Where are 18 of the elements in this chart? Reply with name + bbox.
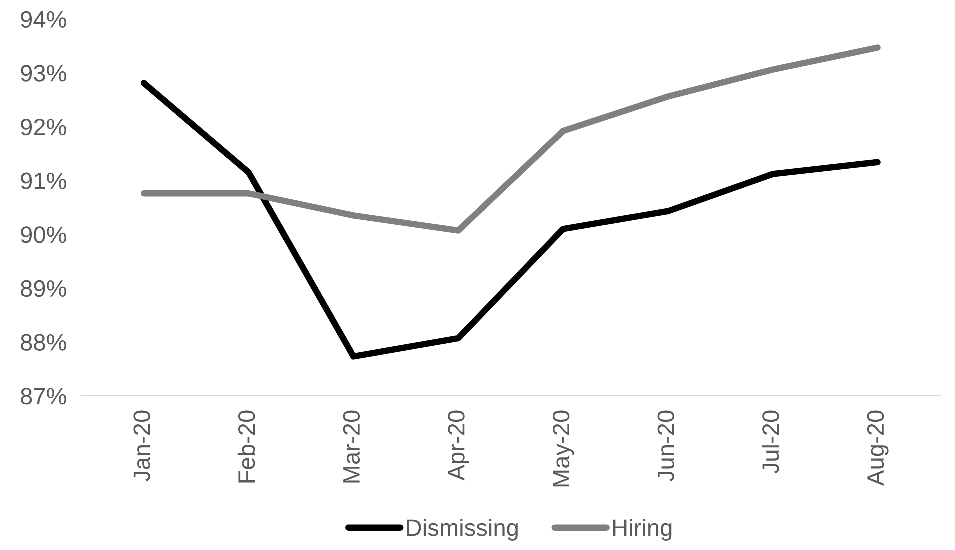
legend-label: Hiring — [613, 518, 672, 541]
x-tick-label: Aug-20 — [867, 410, 889, 486]
x-tick-label: Feb-20 — [238, 410, 256, 483]
y-tick-label: 88% — [21, 334, 66, 351]
x-tick-label: Jun-20 — [658, 410, 674, 482]
y-tick-label: 92% — [21, 118, 66, 136]
y-tick-label: 94% — [21, 11, 66, 28]
y-tick-label: 91% — [21, 172, 66, 190]
x-tick-label: Jul-20 — [762, 410, 780, 474]
x-tick-label: Mar-20 — [343, 410, 360, 483]
x-tick-label: May-20 — [552, 410, 574, 487]
y-tick-label: 87% — [21, 388, 66, 405]
legend-label: Dismissing — [407, 518, 518, 541]
y-tick-label: 90% — [21, 226, 66, 244]
y-tick-label: 89% — [21, 280, 66, 298]
y-tick-label: 93% — [21, 65, 66, 82]
x-tick-label: Apr-20 — [448, 410, 470, 481]
x-tick-label: Jan-20 — [134, 410, 150, 482]
